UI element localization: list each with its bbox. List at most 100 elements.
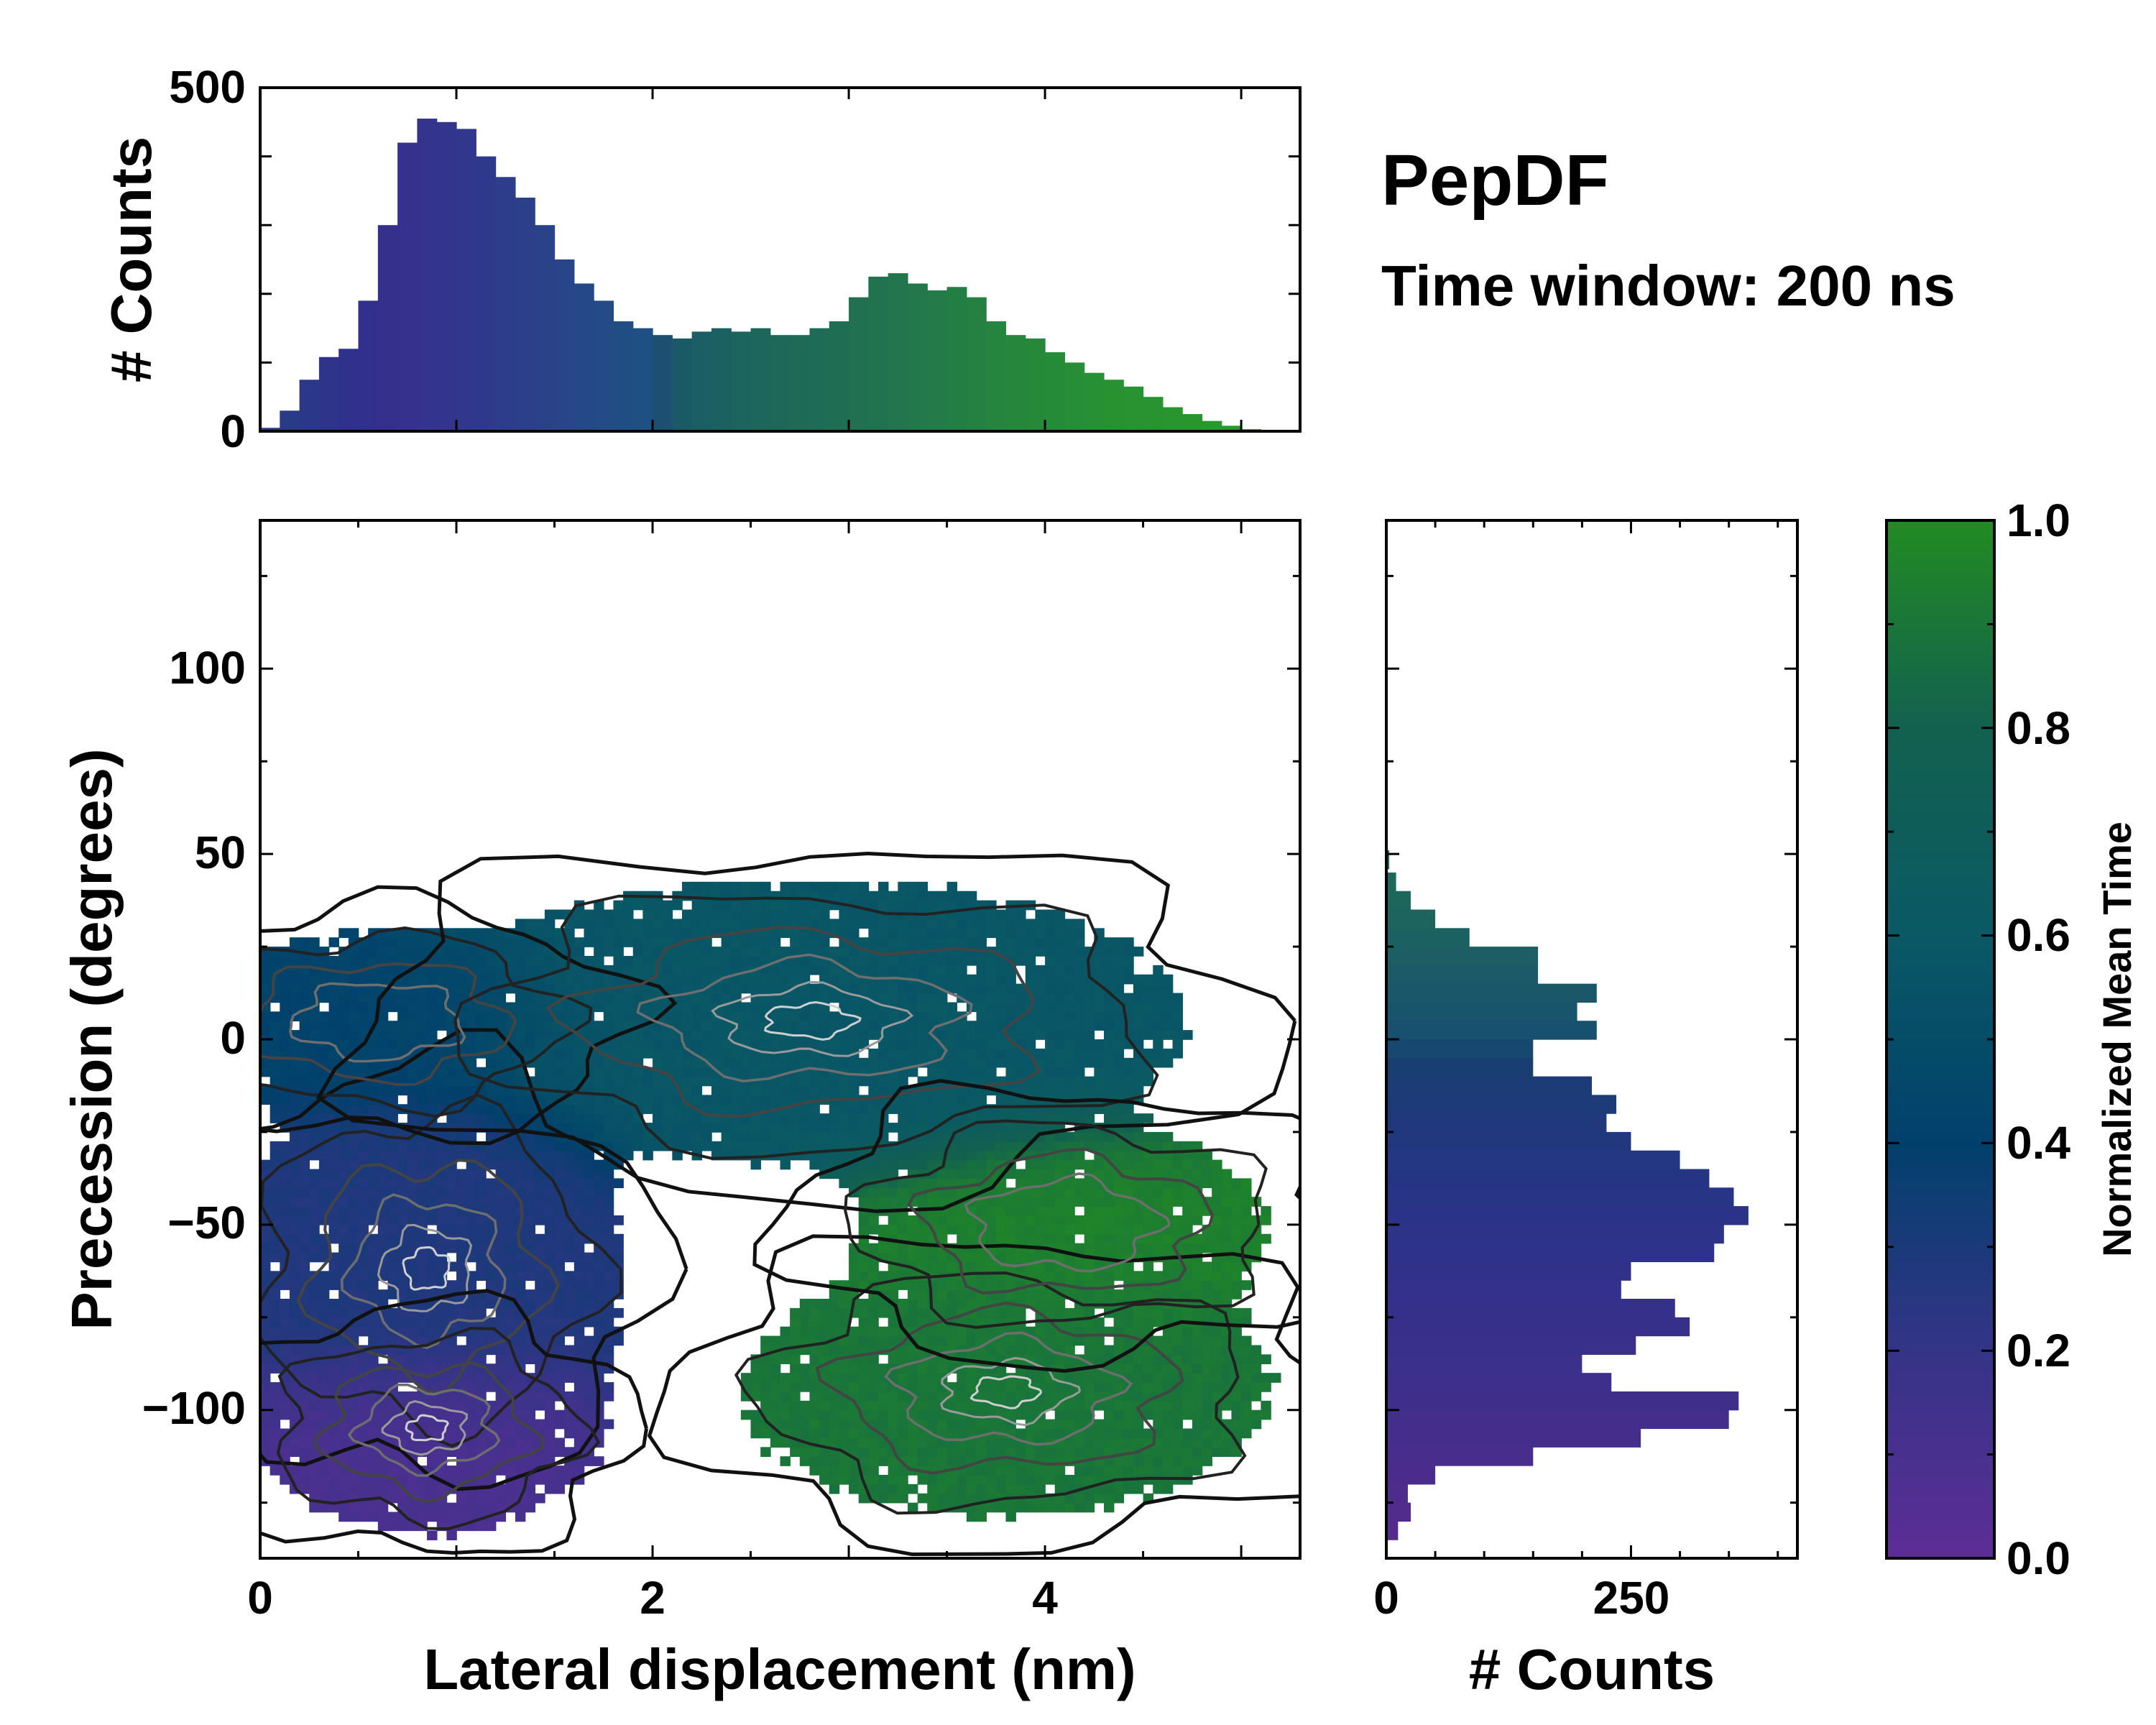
heatmap-cell	[1064, 1215, 1075, 1225]
heatmap-cell	[476, 1400, 487, 1411]
heatmap-cell	[642, 1095, 653, 1105]
heatmap-cell	[299, 1252, 310, 1263]
heatmap-cell	[750, 1011, 761, 1022]
heatmap-cell	[740, 983, 752, 994]
heatmap-cell	[849, 1280, 860, 1290]
heatmap-cell	[456, 983, 467, 994]
heatmap-cell	[299, 1243, 310, 1254]
heatmap-cell	[280, 1428, 290, 1439]
heatmap-cell	[289, 1169, 300, 1179]
heatmap-cell	[986, 1224, 997, 1235]
heatmap-cell	[594, 1187, 604, 1197]
heatmap-cell	[1094, 1085, 1105, 1096]
heatmap-cell	[995, 1150, 1007, 1161]
heatmap-cell	[535, 1271, 545, 1282]
heatmap-cell	[809, 937, 820, 947]
heatmap-cell	[260, 1438, 271, 1448]
heatmap-cell	[740, 1030, 752, 1040]
heatmap-cell	[328, 1493, 340, 1504]
heatmap-cell	[476, 1021, 487, 1031]
heatmap-cell	[535, 1317, 545, 1328]
heatmap-cell	[377, 1039, 389, 1049]
heatmap-cell	[299, 1419, 310, 1430]
heatmap-cell	[280, 1307, 290, 1318]
heatmap-cell	[309, 937, 320, 947]
heatmap-cell	[554, 1419, 565, 1430]
heatmap-cell	[436, 1178, 448, 1189]
heatmap-cell	[740, 1067, 752, 1077]
heatmap-cell	[466, 1233, 477, 1244]
heatmap-cell	[584, 955, 594, 966]
heatmap-cell	[711, 965, 722, 975]
heatmap-cell	[1005, 928, 1016, 938]
heatmap-cell	[358, 1104, 369, 1114]
heatmap-cell	[1005, 974, 1016, 985]
heatmap-cell	[986, 1141, 997, 1151]
heatmap-cell	[1103, 1085, 1115, 1096]
heatmap-cell	[898, 1187, 908, 1197]
heatmap-cell	[917, 1233, 929, 1244]
heatmap-cell	[358, 1289, 369, 1300]
heatmap-cell	[750, 1057, 761, 1068]
heatmap-cell	[505, 1215, 516, 1225]
heatmap-cell	[348, 1354, 359, 1365]
heatmap-cell	[1064, 1271, 1075, 1282]
heatmap-cell	[299, 1271, 310, 1282]
heatmap-cell	[642, 1048, 653, 1059]
heatmap-cell	[907, 1159, 918, 1170]
heatmap-cell	[662, 965, 673, 975]
heatmap-cell	[878, 1187, 889, 1197]
heatmap-cell	[613, 1252, 624, 1263]
heatmap-cell	[594, 937, 604, 947]
heatmap-cell	[348, 955, 359, 966]
heatmap-cell	[1064, 1243, 1075, 1254]
heatmap-cell	[1123, 1354, 1134, 1365]
heatmap-cell	[662, 1030, 673, 1040]
heatmap-cell	[505, 1493, 516, 1504]
heatmap-cell	[280, 1076, 290, 1087]
heatmap-cell	[554, 974, 565, 985]
heatmap-cell	[260, 1419, 271, 1430]
heatmap-cell	[731, 1104, 742, 1114]
heatmap-cell	[1064, 947, 1075, 957]
heatmap-cell	[858, 1215, 870, 1225]
heatmap-cell	[289, 1104, 300, 1114]
heatmap-cell	[584, 1409, 594, 1420]
heatmap-cell	[280, 1095, 290, 1105]
heatmap-cell	[1025, 1048, 1036, 1059]
heatmap-cell	[868, 1224, 879, 1235]
heatmap-cell	[799, 1335, 811, 1346]
heatmap-cell	[888, 1400, 899, 1411]
heatmap-cell	[927, 937, 938, 947]
heatmap-cell	[917, 1428, 929, 1439]
heatmap-cell	[750, 1150, 761, 1161]
heatmap-cell	[417, 1261, 428, 1272]
heatmap-cell	[888, 1224, 899, 1235]
heatmap-cell	[456, 1187, 467, 1197]
heatmap-cell	[1064, 1131, 1075, 1142]
heatmap-cell	[1054, 1011, 1066, 1022]
heatmap-cell	[888, 1474, 899, 1485]
heatmap-cell	[1025, 1206, 1036, 1216]
heatmap-cell	[318, 1048, 330, 1059]
heatmap-cell	[1084, 1076, 1095, 1087]
heatmap-cell	[790, 1317, 801, 1328]
heatmap-cell	[1005, 1002, 1016, 1013]
heatmap-cell	[878, 1271, 889, 1282]
heatmap-cell	[819, 1456, 830, 1466]
top-bar	[377, 225, 398, 431]
heatmap-cell	[260, 1011, 271, 1022]
heatmap-cell	[642, 937, 653, 947]
heatmap-cell	[407, 1289, 418, 1300]
heatmap-cell	[1113, 1150, 1125, 1161]
heatmap-cell	[917, 1391, 929, 1402]
heatmap-cell	[505, 1169, 516, 1179]
heatmap-cell	[819, 1159, 830, 1170]
heatmap-cell	[995, 1039, 1007, 1049]
heatmap-cell	[1045, 1271, 1056, 1282]
heatmap-cell	[584, 1363, 594, 1374]
heatmap-cell	[760, 1039, 771, 1049]
heatmap-cell	[318, 1187, 330, 1197]
heatmap-cell	[1074, 983, 1085, 994]
heatmap-cell	[849, 1409, 860, 1420]
